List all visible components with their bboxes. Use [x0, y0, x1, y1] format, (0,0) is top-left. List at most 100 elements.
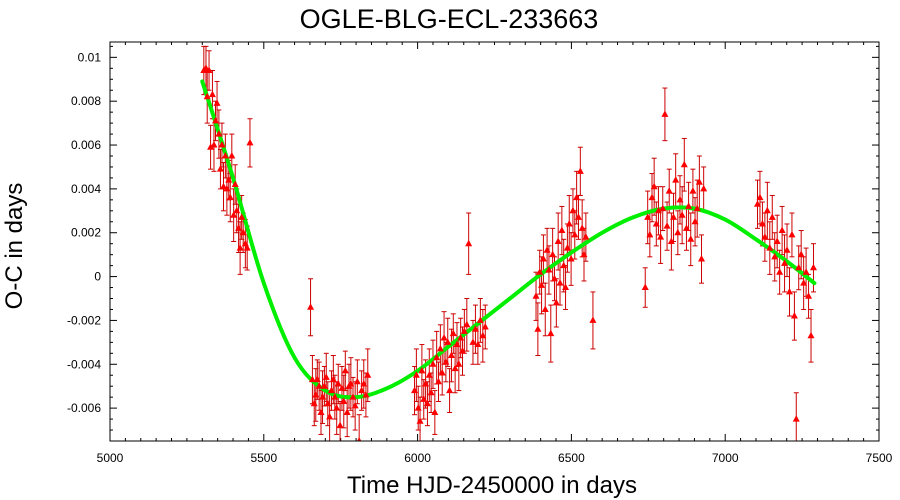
data-point: [479, 331, 487, 339]
data-point: [313, 375, 321, 383]
data-point: [641, 283, 649, 291]
y-tick-label: -0.002: [67, 313, 101, 327]
data-point: [420, 395, 428, 402]
data-point: [446, 386, 454, 394]
data-point: [444, 338, 452, 345]
data-point: [695, 178, 703, 185]
data-point: [226, 193, 234, 201]
data-point: [239, 228, 247, 236]
data-point: [790, 312, 798, 319]
data-point: [554, 237, 562, 244]
data-point: [580, 250, 588, 258]
data-point: [322, 373, 330, 380]
data-point: [785, 287, 793, 295]
data-point: [331, 393, 339, 400]
y-tick-label: 0.006: [71, 138, 101, 152]
data-point: [459, 347, 467, 354]
data-point: [207, 143, 215, 150]
data-point: [569, 206, 577, 214]
data-point: [347, 380, 355, 387]
data-point: [797, 250, 805, 258]
data-point: [471, 325, 479, 332]
data-point: [753, 200, 761, 207]
data-point: [659, 204, 667, 212]
data-point: [763, 206, 771, 214]
y-tick-label: 0.01: [78, 50, 102, 64]
data-point: [685, 202, 693, 209]
data-point: [319, 393, 327, 400]
data-point: [324, 399, 332, 407]
data-point: [562, 283, 570, 291]
data-point: [358, 386, 366, 394]
data-point: [652, 219, 660, 227]
data-point: [353, 377, 361, 385]
data-point: [360, 380, 368, 387]
data-point: [700, 184, 708, 192]
data-point: [663, 222, 671, 229]
data-point: [341, 366, 349, 374]
data-point: [654, 206, 662, 214]
data-point: [800, 279, 808, 286]
data-point: [449, 329, 457, 337]
axes: 5000 5500 6000 6500 7000 7500 -0.006 -0.004 -0.0…: [67, 42, 893, 465]
data-point: [549, 250, 557, 258]
data-point: [343, 408, 351, 415]
data-point: [788, 230, 796, 238]
y-tick-label: 0.008: [71, 94, 101, 108]
data-point: [778, 226, 786, 234]
data-point: [435, 377, 443, 385]
data-point: [246, 138, 254, 146]
data-point: [215, 130, 223, 137]
data-point: [766, 244, 774, 251]
data-point: [416, 417, 424, 424]
x-tick-label: 7500: [866, 451, 893, 465]
x-tick-label: 5500: [250, 451, 277, 465]
data-point: [327, 386, 335, 394]
data-point: [349, 393, 357, 400]
data-point: [334, 380, 342, 387]
data-point: [212, 116, 220, 124]
data-point: [665, 187, 673, 194]
data-point: [689, 187, 697, 194]
data-point: [208, 90, 216, 98]
data-point: [218, 141, 226, 148]
data-point: [674, 228, 682, 236]
data-point: [469, 338, 477, 345]
data-point: [465, 239, 473, 247]
data-point: [802, 268, 810, 275]
y-tick-label: -0.004: [67, 357, 101, 371]
data-point: [308, 375, 316, 383]
data-point: [412, 371, 420, 378]
data-point: [589, 316, 597, 323]
data-point: [545, 266, 553, 273]
data-point: [574, 213, 582, 220]
data-point: [336, 421, 344, 429]
data-point: [550, 274, 558, 282]
data-point: [425, 371, 433, 378]
data-point: [771, 252, 779, 260]
data-point: [805, 292, 813, 299]
data-point: [567, 255, 575, 262]
data-point: [238, 213, 246, 220]
data-point: [236, 244, 244, 251]
data-point: [225, 176, 233, 183]
plot-frame: [109, 41, 880, 442]
data-point: [438, 369, 446, 376]
data-point: [243, 244, 251, 251]
data-point: [338, 384, 346, 391]
data-point: [414, 404, 422, 411]
x-axis-label: Time HJD-2450000 in days: [347, 472, 637, 499]
data-point: [539, 255, 547, 262]
data-point: [565, 219, 573, 227]
data-point: [476, 316, 484, 323]
data-point: [427, 388, 435, 396]
data-point: [326, 412, 334, 420]
data-point: [672, 176, 680, 183]
data-point: [538, 281, 546, 288]
data-point: [661, 110, 669, 117]
data-point: [547, 329, 555, 337]
y-axis-label: O-C in days: [1, 183, 28, 310]
data-point: [781, 259, 789, 266]
error-bars: [201, 45, 816, 441]
data-point: [648, 193, 656, 201]
